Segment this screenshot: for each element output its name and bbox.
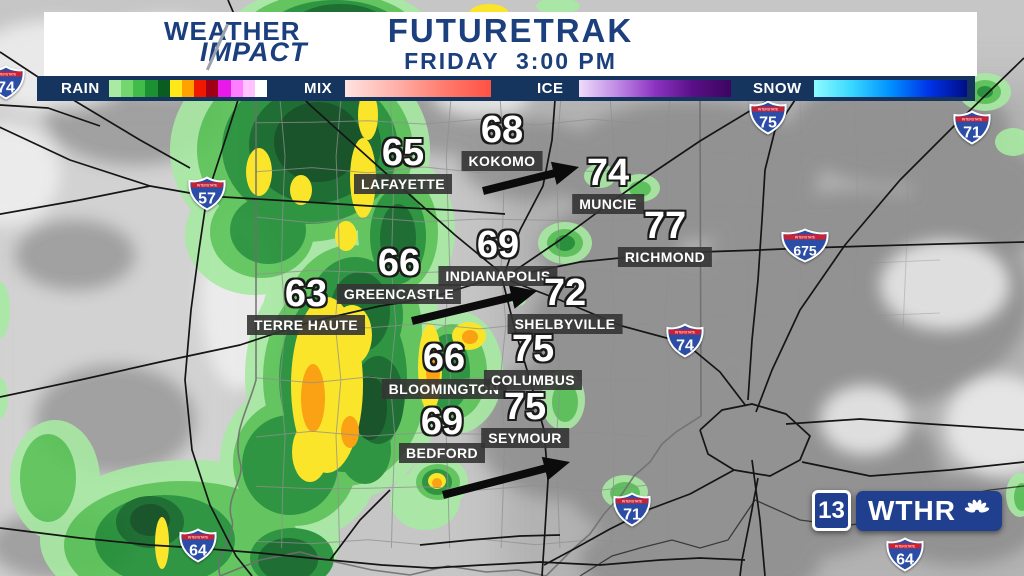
ice-legend-label: ICE bbox=[537, 80, 564, 97]
rain-swatch bbox=[230, 80, 243, 97]
ice-color-scale bbox=[579, 80, 731, 97]
rain-swatch bbox=[121, 80, 134, 97]
rain-swatch bbox=[206, 80, 219, 97]
rain-swatch bbox=[133, 80, 146, 97]
rain-color-scale bbox=[109, 80, 268, 97]
rain-swatch bbox=[218, 80, 231, 97]
storm-motion-arrow bbox=[482, 161, 579, 195]
callsign-lockup: WTHR bbox=[856, 490, 1002, 531]
callsign-text: WTHR bbox=[868, 494, 956, 526]
snow-legend-label: SNOW bbox=[753, 80, 802, 97]
station-logo: 13 WTHR bbox=[812, 490, 1002, 531]
rain-swatch bbox=[181, 80, 195, 97]
storm-motion-arrow bbox=[411, 285, 537, 325]
precip-type-legend: RAIN MIX ICE SNOW bbox=[37, 76, 975, 101]
snow-color-scale bbox=[814, 80, 967, 97]
forecast-valid-time: FRIDAY 3:00 PM bbox=[404, 47, 617, 74]
mix-legend-label: MIX bbox=[304, 80, 333, 97]
rain-swatch bbox=[109, 80, 122, 97]
rain-swatch bbox=[254, 80, 268, 97]
brand-weather-text: WEATHER bbox=[164, 16, 301, 46]
header-banner: WEATHER IMPACT FUTURETRAK FRIDAY 3:00 PM bbox=[44, 12, 977, 76]
page-title: FUTURETRAK bbox=[387, 12, 634, 49]
weather-impact-logo: WEATHER IMPACT bbox=[164, 16, 394, 71]
mix-color-scale bbox=[345, 80, 491, 97]
nbc-peacock-icon bbox=[964, 499, 990, 513]
rain-swatch bbox=[157, 80, 170, 97]
rain-swatch bbox=[169, 80, 182, 97]
storm-motion-arrow bbox=[441, 456, 570, 499]
rain-legend-label: RAIN bbox=[61, 80, 100, 97]
title-block: FUTURETRAK FRIDAY 3:00 PM bbox=[44, 12, 977, 74]
rain-swatch bbox=[242, 80, 255, 97]
rain-swatch bbox=[145, 80, 158, 97]
channel-number: 13 bbox=[812, 490, 851, 531]
rain-swatch bbox=[194, 80, 207, 97]
